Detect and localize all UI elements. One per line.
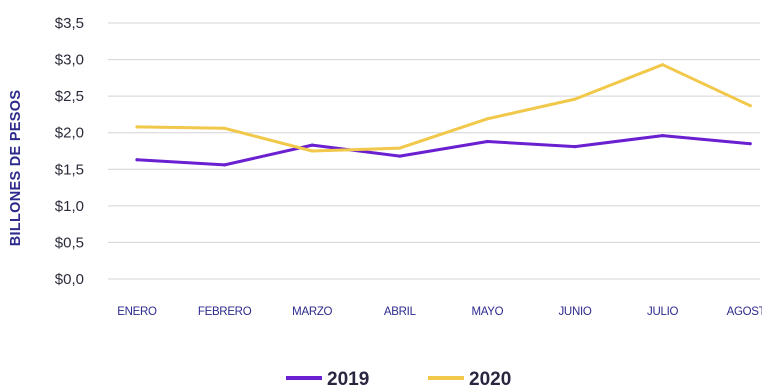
legend-item-2020: 2020 — [428, 369, 511, 390]
legend-label: 2020 — [469, 369, 511, 390]
series-line-2020 — [135, 63, 752, 153]
data-point-2019 — [748, 142, 752, 146]
y-tick-label: $0,0 — [55, 271, 84, 288]
data-point-2019 — [223, 163, 227, 167]
x-tick-label: JULIO — [647, 306, 678, 318]
data-point-2019 — [310, 143, 314, 147]
series-line-2019 — [135, 134, 752, 167]
x-tick-label: FEBRERO — [198, 306, 252, 318]
data-point-2020 — [223, 126, 227, 130]
legend-label: 2019 — [327, 369, 369, 390]
gridlines — [108, 22, 760, 280]
y-tick-label: $1,0 — [55, 198, 84, 215]
y-tick-label: $2,5 — [55, 88, 84, 105]
x-tick-label: MAYO — [471, 306, 503, 318]
y-tick-label: $3,0 — [55, 52, 84, 69]
data-point-2019 — [573, 145, 577, 149]
data-point-2020 — [485, 117, 489, 121]
legend-item-2019: 2019 — [286, 369, 369, 390]
x-tick-label: MARZO — [292, 306, 332, 318]
x-tick-label: JUNIO — [558, 306, 591, 318]
x-tick-label: ENERO — [117, 306, 157, 318]
data-point-2020 — [398, 146, 402, 150]
y-tick-label: $3,5 — [55, 15, 84, 32]
y-tick-label: $1,5 — [55, 161, 84, 178]
y-tick-label: $2,0 — [55, 125, 84, 142]
data-point-2020 — [748, 104, 752, 108]
x-tick-label: AGOSTO — [727, 306, 762, 318]
data-point-2020 — [573, 97, 577, 101]
y-tick-label: $0,5 — [55, 234, 84, 251]
x-tick-label: ABRIL — [384, 306, 417, 318]
data-point-2020 — [135, 125, 139, 129]
data-point-2019 — [135, 158, 139, 162]
data-point-2020 — [310, 149, 314, 153]
legend: 2019 2020 — [286, 369, 511, 390]
data-point-2019 — [398, 154, 402, 158]
x-axis-tick-labels: ENERO FEBRERO MARZO ABRIL MAYO JUNIO JULIO AGOS… — [117, 306, 762, 318]
series-lines — [135, 63, 752, 167]
y-axis-label: BILLONES DE PESOS — [8, 90, 24, 247]
data-point-2019 — [661, 134, 665, 138]
data-point-2020 — [661, 63, 665, 67]
y-axis-tick-labels: $0,0 $0,5 $1,0 $1,5 $2,0 $2,5 $3,0 $3,5 — [55, 15, 84, 288]
data-point-2019 — [485, 139, 489, 144]
